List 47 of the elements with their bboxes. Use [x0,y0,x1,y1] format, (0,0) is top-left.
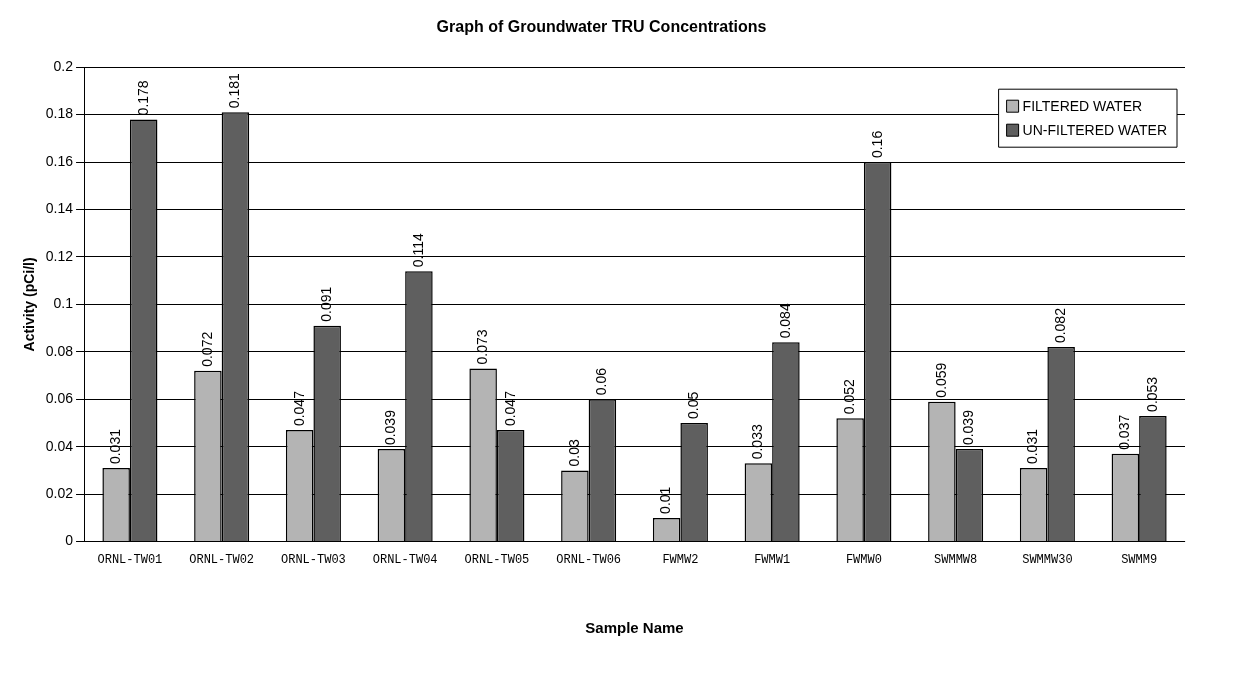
x-tick-label: SWMMW8 [934,552,978,567]
y-tick-label: 0.16 [45,152,74,169]
data-label: 0.039 [960,409,977,446]
data-label: 0.091 [318,286,335,322]
data-label: 0.05 [685,391,702,419]
data-label: 0.053 [1143,376,1160,412]
data-label: 0.16 [868,130,885,159]
y-tick-label: 0.1 [53,295,74,312]
data-label: 0.082 [1052,307,1068,344]
chart-title: Graph of Groundwater TRU Concentrations [436,18,767,36]
x-tick-label: ORNL-TW01 [97,552,163,567]
legend-label: FILTERED WATER [1022,98,1143,115]
data-label: 0.084 [776,303,793,339]
data-label: 0.047 [501,390,518,427]
data-label: 0.037 [1116,414,1133,450]
y-axis-title: Activity (pCi/l) [21,257,38,352]
data-label: 0.03 [565,438,582,467]
y-tick-label: 0 [65,532,74,549]
y-tick-label: 0.04 [45,437,74,454]
data-label: 0.181 [226,73,243,109]
data-label: 0.052 [840,379,857,415]
data-label: 0.114 [409,232,426,268]
data-label: 0.047 [290,390,307,427]
x-tick-label: FWMW1 [754,552,791,567]
x-tick-label: ORNL-TW03 [281,552,346,567]
x-tick-label: ORNL-TW06 [556,552,622,567]
y-tick-label: 0.02 [45,485,74,502]
data-label: 0.072 [198,331,215,367]
x-tick-label: FWMW0 [845,552,882,567]
data-label: 0.039 [382,409,399,446]
y-tick-label: 0.2 [53,58,74,75]
x-tick-label: ORNL-TW05 [464,552,530,567]
data-label: 0.059 [932,362,949,398]
x-tick-label: FWMW2 [662,552,699,567]
data-label: 0.01 [657,486,674,514]
y-tick-label: 0.08 [45,342,74,359]
data-label: 0.06 [593,367,610,396]
y-tick-label: 0.12 [45,247,74,264]
x-tick-label: ORNL-TW02 [189,552,255,567]
x-tick-label: SWMMW30 [1022,552,1073,567]
x-axis-title: Sample Name [585,619,684,637]
y-tick-label: 0.06 [45,390,74,407]
y-tick-label: 0.14 [45,200,74,217]
x-tick-label: SWMM9 [1121,552,1158,567]
y-tick-label: 0.18 [45,105,74,122]
x-tick-label: ORNL-TW04 [372,552,438,567]
legend-label: UN-FILTERED WATER [1022,122,1167,139]
